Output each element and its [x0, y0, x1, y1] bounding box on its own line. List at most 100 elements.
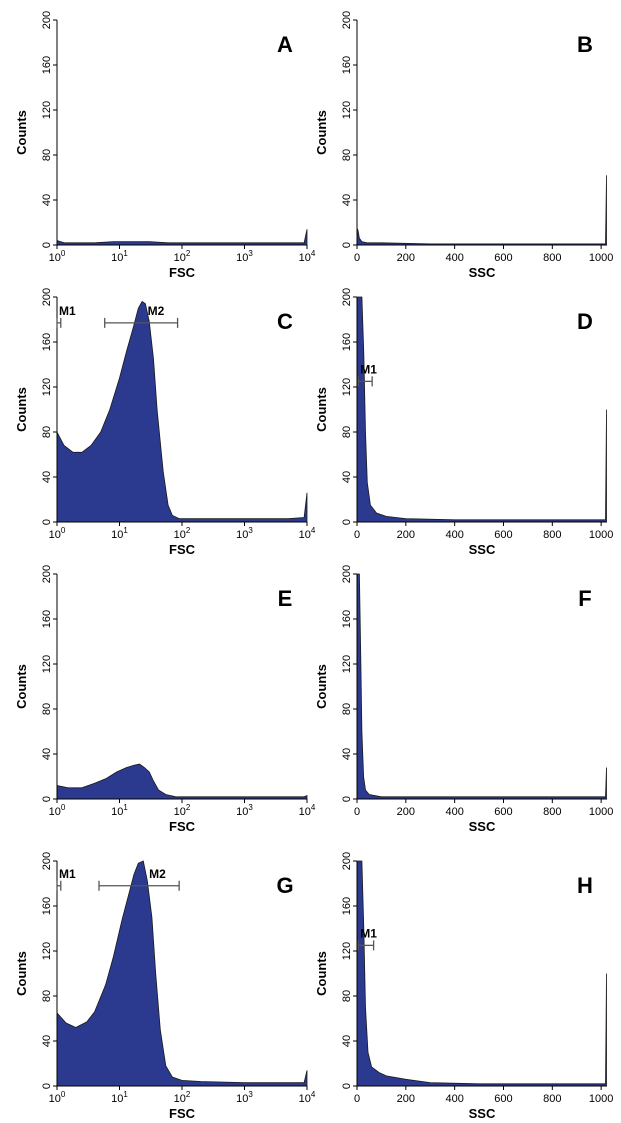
- x-tick-label: 100: [49, 1090, 66, 1105]
- panel-letter: C: [277, 309, 293, 334]
- y-axis-label: Counts: [314, 110, 329, 155]
- y-tick-label: 160: [41, 610, 53, 628]
- y-tick-label: 40: [41, 748, 53, 760]
- y-tick-label: 160: [341, 56, 353, 74]
- histogram-series-b: [356, 175, 607, 246]
- x-axis-label: SSC: [469, 265, 496, 280]
- panel-letter: H: [577, 873, 593, 898]
- x-tick-label: 103: [236, 249, 253, 264]
- x-tick-exponent: 4: [311, 1090, 316, 1099]
- x-tick-label: 600: [494, 529, 512, 541]
- y-tick-label: 40: [341, 1035, 353, 1047]
- y-tick-label: 160: [41, 333, 53, 351]
- x-axis-label: SSC: [469, 819, 496, 834]
- y-tick-label: 200: [41, 852, 53, 870]
- x-tick-label: 1000: [589, 529, 613, 541]
- y-tick-label: 80: [341, 990, 353, 1002]
- y-axis-label: Counts: [314, 951, 329, 996]
- x-tick-base: 10: [299, 252, 311, 264]
- x-tick-base: 10: [299, 806, 311, 818]
- x-tick-base: 10: [174, 252, 186, 264]
- y-axis-label: Counts: [314, 387, 329, 432]
- histogram-series-f: [356, 573, 607, 800]
- x-tick-base: 10: [236, 529, 248, 541]
- x-tick-base: 10: [49, 806, 61, 818]
- histogram-series-g: [56, 860, 308, 1087]
- x-tick-base: 10: [49, 1093, 61, 1105]
- x-tick-label: 0: [354, 806, 360, 818]
- y-tick-label: 120: [341, 378, 353, 396]
- y-tick-label: 120: [41, 101, 53, 119]
- y-tick-label: 160: [341, 897, 353, 915]
- y-tick-label: 200: [341, 565, 353, 583]
- panel-letter: B: [577, 32, 593, 57]
- x-tick-exponent: 1: [123, 526, 128, 535]
- y-tick-label: 80: [41, 426, 53, 438]
- x-tick-label: 102: [174, 803, 191, 818]
- y-tick-label: 0: [341, 1083, 353, 1089]
- x-tick-base: 10: [49, 252, 61, 264]
- x-axis-label: FSC: [169, 1106, 196, 1121]
- y-tick-label: 200: [341, 11, 353, 29]
- y-tick-label: 160: [341, 610, 353, 628]
- x-tick-label: 1000: [589, 806, 613, 818]
- x-tick-base: 10: [236, 1093, 248, 1105]
- x-tick-label: 600: [494, 1093, 512, 1105]
- x-tick-label: 800: [543, 252, 561, 264]
- x-tick-exponent: 2: [186, 526, 191, 535]
- y-tick-label: 40: [341, 471, 353, 483]
- x-tick-base: 10: [174, 806, 186, 818]
- x-tick-label: 103: [236, 803, 253, 818]
- x-tick-label: 200: [397, 806, 415, 818]
- x-tick-label: 102: [174, 526, 191, 541]
- x-tick-label: 102: [174, 249, 191, 264]
- x-tick-base: 10: [111, 529, 123, 541]
- y-tick-label: 200: [341, 852, 353, 870]
- x-tick-label: 800: [543, 529, 561, 541]
- x-tick-base: 10: [174, 1093, 186, 1105]
- y-tick-label: 120: [41, 655, 53, 673]
- x-axis-label: SSC: [469, 542, 496, 557]
- x-axis-label: SSC: [469, 1106, 496, 1121]
- x-tick-label: 200: [397, 1093, 415, 1105]
- y-tick-label: 40: [41, 194, 53, 206]
- x-tick-base: 10: [174, 529, 186, 541]
- histogram-series-a: [56, 229, 308, 246]
- gate-marker-label: M1: [360, 926, 377, 940]
- x-tick-label: 200: [397, 252, 415, 264]
- x-tick-exponent: 2: [186, 249, 191, 258]
- y-axis-label: Counts: [14, 110, 29, 155]
- y-tick-label: 40: [41, 471, 53, 483]
- x-tick-label: 0: [354, 1093, 360, 1105]
- x-tick-label: 400: [445, 529, 463, 541]
- x-tick-label: 100: [49, 803, 66, 818]
- x-tick-exponent: 1: [123, 803, 128, 812]
- y-tick-label: 0: [341, 242, 353, 248]
- x-tick-label: 0: [354, 529, 360, 541]
- y-tick-label: 40: [341, 194, 353, 206]
- x-tick-label: 200: [397, 529, 415, 541]
- panel-f: 0 40 80 120 160 200 0 200 400 600 800 1000 SSC Counts…: [314, 565, 613, 834]
- x-tick-label: 103: [236, 526, 253, 541]
- y-tick-label: 120: [41, 378, 53, 396]
- x-tick-exponent: 3: [248, 526, 253, 535]
- x-tick-base: 10: [111, 1093, 123, 1105]
- gate-marker-label: M2: [148, 304, 165, 318]
- y-tick-label: 0: [41, 519, 53, 525]
- x-tick-label: 1000: [589, 252, 613, 264]
- x-tick-label: 104: [299, 526, 316, 541]
- x-tick-exponent: 3: [248, 249, 253, 258]
- histogram-series-c: [56, 300, 308, 523]
- x-tick-label: 800: [543, 806, 561, 818]
- x-axis-label: FSC: [169, 542, 196, 557]
- panel-letter: A: [277, 32, 293, 57]
- histogram-series-e: [56, 763, 308, 800]
- y-tick-label: 80: [341, 149, 353, 161]
- y-tick-label: 80: [41, 149, 53, 161]
- gate-marker-label: M1: [59, 867, 76, 881]
- x-tick-label: 100: [49, 249, 66, 264]
